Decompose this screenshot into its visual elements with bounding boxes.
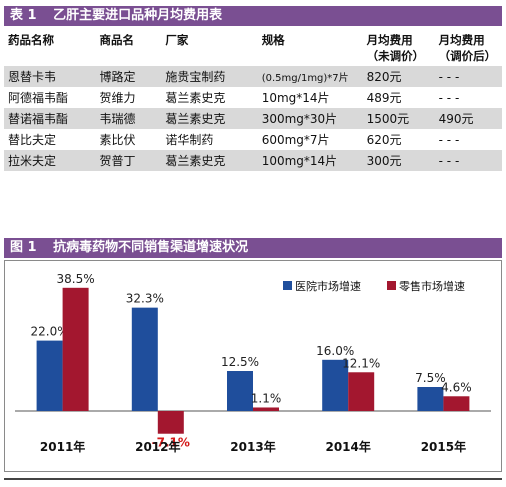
- data-label: 12.5%: [221, 355, 259, 369]
- data-label: 38.5%: [57, 272, 95, 286]
- header-cost-before-line2: （未调价）: [366, 49, 425, 63]
- header-drug-name: 药品名称: [8, 33, 54, 47]
- cell-cost-before: 620元: [366, 133, 402, 147]
- data-label: 32.3%: [126, 292, 164, 306]
- cell-trade-name: 贺维力: [99, 91, 136, 105]
- bar-hospital: [131, 307, 158, 411]
- cell-cost-before: 489元: [366, 91, 402, 105]
- category-label: 2015年: [421, 439, 466, 454]
- cell-drug-name: 恩替卡韦: [4, 66, 96, 87]
- cell-drug-name: 替比夫定: [8, 133, 57, 147]
- bar-hospital: [322, 359, 349, 411]
- bottom-rule: [4, 478, 502, 480]
- data-label: 22.0%: [31, 325, 69, 339]
- header-manufacturer: 厂家: [165, 33, 189, 47]
- bar-hospital: [417, 387, 444, 411]
- category-label: 2013年: [230, 439, 275, 454]
- figure-title: 抗病毒药物不同销售渠道增速状况: [53, 240, 249, 255]
- cell-cost-before: 1500元: [362, 108, 435, 129]
- cell-drug-name: 拉米夫定: [4, 150, 96, 171]
- cell-cost-after: 490元: [434, 108, 502, 129]
- header-spec: 规格: [261, 33, 285, 47]
- cell-trade-name: 韦瑞德: [95, 108, 162, 129]
- header-cost-before-line1: 月均费用: [366, 33, 413, 47]
- bar-retail: [253, 407, 279, 411]
- data-label: -7.1%: [152, 436, 190, 450]
- table-row: 替比夫定 素比伏 诺华制药 600mg*7片 620元 - - -: [4, 129, 502, 150]
- cell-trade-name: 素比伏: [99, 133, 136, 147]
- data-label: 7.5%: [415, 371, 446, 385]
- category-label: 2011年: [40, 439, 85, 454]
- table-title: 乙肝主要进口品种月均费用表: [53, 8, 223, 23]
- header-trade-name: 商品名: [99, 33, 135, 47]
- cell-spec: 300mg*30片: [257, 108, 363, 129]
- cell-cost-before: 820元: [362, 66, 435, 87]
- cell-manufacturer: 葛兰素史克: [161, 108, 258, 129]
- cell-cost-after: - - -: [434, 66, 502, 87]
- cell-cost-after: - - -: [438, 132, 460, 147]
- cell-spec: 600mg*7片: [261, 133, 330, 147]
- cell-trade-name: 博路定: [95, 66, 162, 87]
- table-row: 阿德福韦酯 贺维力 葛兰素史克 10mg*14片 489元 - - -: [4, 87, 502, 108]
- cell-drug-name: 替诺福韦酯: [4, 108, 96, 129]
- figure-label: 图 1: [10, 240, 37, 255]
- category-label: 2014年: [325, 439, 370, 454]
- chart-canvas: 22.0% 38.5% 2011年 32.3% -7.1%2012年 12.5% 1.1% 2…: [15, 272, 491, 454]
- data-label: 1.1%: [251, 391, 282, 405]
- cell-spec: (0.5mg/1mg)*7片: [257, 66, 363, 87]
- bar-retail: [348, 372, 375, 411]
- legend-swatch: [283, 281, 292, 290]
- header-cost-after-line2: （调价后）: [438, 49, 497, 63]
- legend-label: 零售市场增速: [399, 279, 465, 293]
- table-label: 表 1: [10, 8, 37, 23]
- cell-drug-name: 阿德福韦酯: [8, 91, 69, 105]
- cell-cost-after: - - -: [434, 150, 502, 171]
- cell-cost-before: 300元: [362, 150, 435, 171]
- data-label: 12.1%: [342, 356, 380, 370]
- table-title-banner: 表 1 乙肝主要进口品种月均费用表: [4, 6, 502, 26]
- header-cost-after-line1: 月均费用: [438, 33, 485, 47]
- bar-retail: [62, 287, 89, 411]
- bar-retail: [443, 396, 470, 411]
- cell-trade-name: 贺普丁: [95, 150, 162, 171]
- legend-swatch: [387, 281, 396, 290]
- cell-spec: 100mg*14片: [257, 150, 363, 171]
- bar-hospital: [36, 340, 63, 411]
- data-label: 4.6%: [441, 380, 472, 394]
- data-label: 16.0%: [316, 344, 354, 358]
- table-header-row: 药品名称 商品名 厂家 规格 月均费用 （未调价） 月均费用 （调价后）: [4, 28, 502, 66]
- figure-title-banner: 图 1 抗病毒药物不同销售渠道增速状况: [4, 238, 502, 258]
- category-label: 2012年: [135, 439, 180, 454]
- cell-manufacturer: 诺华制药: [165, 133, 214, 147]
- bar-hospital: [227, 371, 253, 411]
- cell-cost-after: - - -: [438, 90, 460, 105]
- drug-cost-table: 药品名称 商品名 厂家 规格 月均费用 （未调价） 月均费用 （调价后） 恩替卡…: [4, 28, 502, 171]
- table-row: 替诺福韦酯 韦瑞德 葛兰素史克 300mg*30片 1500元 490元: [4, 108, 502, 129]
- legend-label: 医院市场增速: [295, 279, 361, 293]
- bar-retail: [157, 411, 184, 434]
- cell-manufacturer: 葛兰素史克: [165, 91, 226, 105]
- header-cost-before: 月均费用 （未调价）: [363, 28, 435, 66]
- header-cost-after: 月均费用 （调价后）: [435, 28, 502, 66]
- table-row: 拉米夫定 贺普丁 葛兰素史克 100mg*14片 300元 - - -: [4, 150, 502, 171]
- cell-spec: 10mg*14片: [261, 91, 330, 105]
- cell-manufacturer: 施贵宝制药: [161, 66, 258, 87]
- growth-bar-chart: 22.0% 38.5% 2011年 32.3% -7.1% 2012年 12.5% 1.1% 2…: [4, 260, 502, 472]
- table-row: 恩替卡韦 博路定 施贵宝制药 (0.5mg/1mg)*7片 820元 - - -: [4, 66, 502, 87]
- cell-manufacturer: 葛兰素史克: [161, 150, 258, 171]
